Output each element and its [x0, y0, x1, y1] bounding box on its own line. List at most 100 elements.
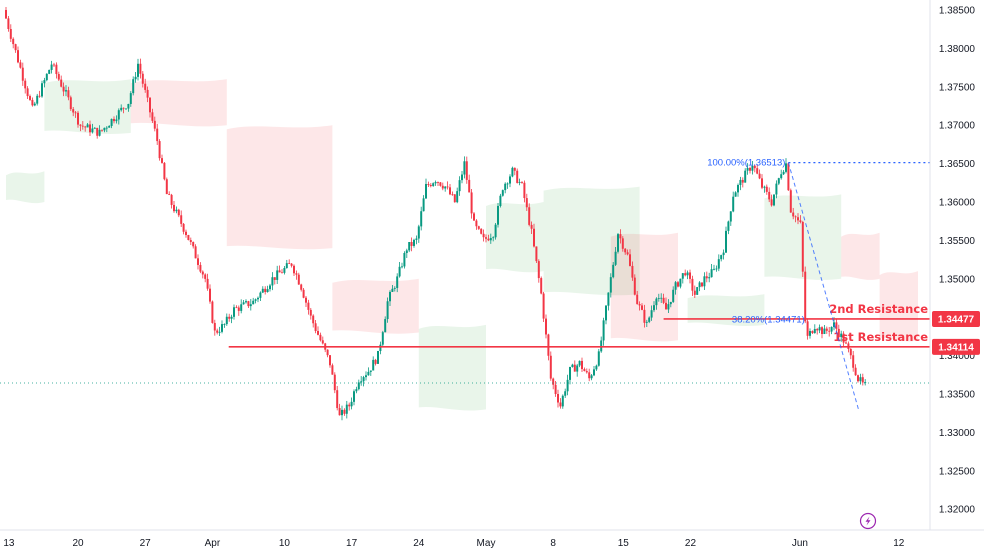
cloud-segment — [6, 171, 45, 204]
candle-up — [751, 161, 754, 175]
candle-body — [621, 238, 624, 249]
candle-up — [405, 248, 408, 258]
price-axis[interactable]: 1.38500 1.38000 1.37500 1.37000 1.36500 1.360… — [929, 0, 976, 530]
candle-up — [593, 366, 595, 377]
candle-body — [660, 297, 663, 299]
candle-body — [141, 73, 144, 84]
candle-body — [787, 163, 790, 191]
lightning-icon[interactable] — [859, 512, 877, 530]
candle-body — [19, 62, 22, 68]
candle-down — [338, 403, 341, 416]
candle-body — [614, 251, 617, 265]
candle-down — [146, 86, 149, 103]
candle-up — [561, 394, 564, 409]
candle-body — [662, 297, 665, 303]
candle-body — [681, 273, 684, 279]
candle-body — [513, 167, 516, 171]
candle-body — [369, 370, 372, 372]
candle-body — [185, 231, 187, 236]
candle-up — [372, 356, 375, 371]
candle-up — [492, 236, 495, 242]
candle-up — [132, 76, 135, 96]
candle-body — [609, 277, 612, 293]
candle-up — [607, 292, 610, 311]
candle-body — [168, 194, 171, 195]
candle-body — [132, 79, 135, 94]
time-tick-label: 15 — [618, 538, 630, 549]
candle-down — [629, 249, 631, 267]
candle-down — [302, 287, 305, 299]
candle-body — [552, 378, 555, 385]
candle-body — [511, 167, 514, 177]
candle-body — [269, 285, 271, 290]
price-tick-label: 1.38500 — [939, 6, 976, 17]
candle-body — [458, 180, 461, 192]
candle-down — [542, 291, 545, 323]
candle-body — [288, 263, 291, 264]
time-tick-label: 20 — [72, 538, 84, 549]
time-tick-label: May — [477, 538, 496, 549]
candle-down — [557, 389, 559, 408]
candle-body — [403, 253, 406, 267]
candle-body — [189, 240, 192, 243]
candle-down — [163, 162, 166, 181]
cloud-segment — [879, 271, 918, 342]
candle-body — [588, 372, 591, 379]
candle-body — [314, 323, 317, 331]
candle-body — [422, 198, 425, 212]
resistance-label: 2nd Resistance — [829, 302, 928, 316]
candle-down — [60, 75, 63, 88]
candle-up — [377, 350, 379, 365]
candle-down — [177, 208, 180, 218]
candle-body — [343, 409, 346, 414]
candle-down — [749, 166, 751, 174]
candle-up — [602, 317, 605, 346]
candle-body — [665, 302, 667, 310]
candle-down — [636, 290, 639, 305]
candle-down — [701, 282, 703, 288]
candle-down — [204, 273, 207, 283]
candle-down — [53, 62, 55, 68]
candle-body — [705, 276, 708, 279]
candle-up — [379, 341, 382, 355]
candle-body — [228, 316, 231, 319]
candle-down — [319, 332, 322, 342]
candle-body — [321, 340, 324, 344]
price-tick-label: 1.35500 — [939, 236, 976, 247]
candle-down — [552, 377, 555, 390]
candle-down — [861, 373, 864, 386]
price-tick-label: 1.36500 — [939, 159, 976, 170]
candle-down — [139, 58, 142, 79]
candle-down — [81, 121, 84, 130]
candle-up — [444, 186, 447, 192]
candle-down — [307, 299, 310, 315]
candle-body — [540, 278, 543, 294]
candle-body — [425, 183, 427, 199]
candle-body — [818, 327, 821, 331]
price-badges: 1.34477 1.34114 — [932, 310, 980, 355]
candle-body — [453, 194, 456, 203]
candle-body — [497, 205, 499, 225]
candle-down — [427, 181, 430, 188]
candle-body — [302, 289, 305, 298]
candle-body — [477, 226, 480, 229]
candle-body — [492, 237, 495, 239]
candle-body — [672, 289, 675, 302]
candle-body — [461, 174, 463, 181]
candle-body — [257, 297, 259, 300]
candle-body — [669, 301, 672, 305]
candle-up — [660, 293, 663, 303]
candle-down — [141, 71, 144, 88]
candle-body — [379, 344, 382, 352]
candle-body — [835, 322, 838, 329]
candle-down — [828, 327, 831, 337]
candle-body — [631, 265, 634, 278]
candle-body — [297, 274, 300, 285]
candle-up — [43, 77, 46, 88]
candle-body — [254, 299, 257, 301]
candle-down — [477, 225, 480, 230]
candle-up — [773, 194, 775, 207]
time-axis[interactable]: 13 20 27 Apr 10 17 24 May 8 15 22 Jun 12 — [0, 529, 984, 549]
candle-body — [415, 238, 418, 240]
